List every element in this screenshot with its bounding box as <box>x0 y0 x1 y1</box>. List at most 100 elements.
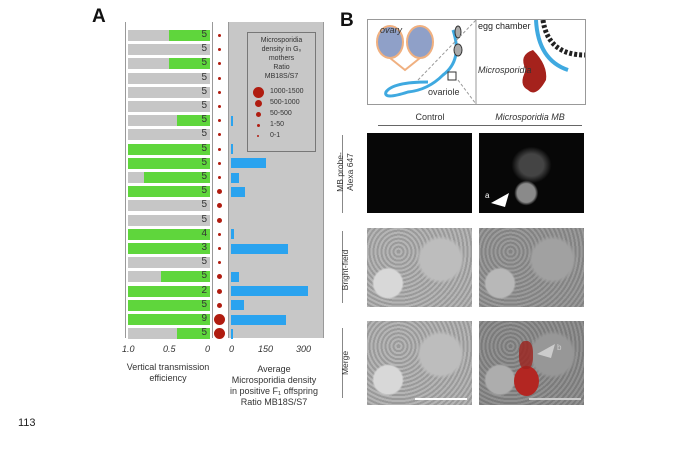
mother-density-dot <box>218 76 221 80</box>
mother-density-dot <box>218 161 221 165</box>
arrowhead-a-icon <box>491 193 509 207</box>
offspring-density-bar <box>231 144 233 155</box>
sample-size-label: 5 <box>201 327 207 339</box>
transmission-fill <box>128 314 210 325</box>
mother-density-dot <box>218 62 221 66</box>
sample-size-label: 5 <box>201 156 207 168</box>
label-line: Ratio MB18S/S7 <box>240 397 308 407</box>
ovary-schematic: ovary ovariole egg chamber Microsporidia <box>367 19 586 105</box>
legend-label: 1000-1500 <box>270 88 304 95</box>
tick-label: 0.5 <box>163 344 176 354</box>
ovary-illustration <box>376 20 585 104</box>
sample-size-label: 5 <box>201 57 207 69</box>
arrow-label-b: b <box>557 343 562 352</box>
transmission-fill <box>177 328 210 340</box>
sample-size-label: 5 <box>201 71 207 83</box>
tick-label: 150 <box>258 344 274 354</box>
sample-size-label: 5 <box>201 270 207 282</box>
legend-dot <box>254 99 262 107</box>
tick-label: 0 <box>205 344 211 354</box>
sample-size-label: 5 <box>201 114 207 126</box>
transmission-bar: 5 <box>128 128 210 141</box>
transmission-bar: 4 <box>128 228 210 240</box>
label-line: Microsporidia density <box>231 375 317 385</box>
sample-size-label: 5 <box>201 199 207 211</box>
control-merge-image <box>367 321 472 405</box>
mother-density-dot <box>217 302 222 308</box>
offspring-density-bar-chart <box>228 22 324 339</box>
legend-entry: 50-500 <box>248 109 315 119</box>
mother-density-dot <box>214 328 225 340</box>
panel-a-letter: A <box>92 6 106 27</box>
row-divider <box>342 135 343 213</box>
legend-entry: 0-1 <box>248 131 315 141</box>
legend-entry: 1-50 <box>248 120 315 130</box>
ovary-label: ovary <box>380 25 403 35</box>
mb-fluorescence-image: a <box>479 133 584 213</box>
offspring-density-bar <box>231 186 246 197</box>
transmission-fill <box>128 157 210 169</box>
legend-label: 500-1000 <box>270 99 300 106</box>
ovariole-label: ovariole <box>428 87 460 97</box>
sample-size-label: 5 <box>201 128 207 140</box>
transmission-bar-chart: 5 5 5 5 5 5 5 5 5 5 5 5 5 5 4 3 5 5 2 5 9 5 <box>125 22 213 340</box>
mother-density-dot <box>217 274 222 280</box>
offspring-density-bar <box>231 271 239 282</box>
transmission-bar: 5 <box>128 100 210 112</box>
row-divider <box>342 328 343 398</box>
sample-size-label: 5 <box>201 142 207 154</box>
mother-density-dot <box>217 288 222 294</box>
transmission-bar: 5 <box>128 327 210 340</box>
mother-density-dot <box>218 261 221 265</box>
mother-density-dot <box>218 90 221 94</box>
mother-density-dot <box>218 105 221 108</box>
legend-title-line: MB18S/S7 <box>264 73 299 80</box>
transmission-fill <box>169 58 210 70</box>
mother-density-dot <box>218 48 221 52</box>
transmission-fill <box>169 30 210 41</box>
column-header-microsporidia: Microsporidia MB <box>478 112 582 126</box>
transmission-bar: 5 <box>128 57 210 70</box>
transmission-bar: 5 <box>128 299 210 311</box>
transmission-bar: 5 <box>128 43 210 56</box>
legend-dot <box>252 86 264 98</box>
transmission-fill <box>177 115 210 127</box>
sample-size-label: 5 <box>201 185 207 197</box>
transmission-bar: 5 <box>128 213 210 226</box>
offspring-density-bar <box>231 300 245 311</box>
transmission-bar: 5 <box>128 29 210 41</box>
mother-density-dot <box>218 176 221 179</box>
scale-bar <box>529 398 581 400</box>
offspring-density-bar <box>231 328 233 339</box>
mother-density-dot <box>217 203 222 209</box>
line-number: 113 <box>18 417 36 429</box>
sample-size-label: 5 <box>201 85 207 97</box>
legend-label: 50-500 <box>270 110 292 117</box>
offspring-density-bar <box>231 172 239 183</box>
transmission-bar: 5 <box>128 185 210 198</box>
mother-density-dot <box>217 217 222 223</box>
right-axis-label: Average Microsporidia density in positiv… <box>216 364 332 408</box>
sample-size-label: 5 <box>201 213 207 225</box>
transmission-bar: 5 <box>128 71 210 84</box>
label-line: in positive F₁ offspring <box>230 386 318 396</box>
tick-label: 0 <box>229 344 235 354</box>
mother-density-dot <box>218 133 221 137</box>
mother-density-dot <box>218 247 221 250</box>
transmission-bar: 5 <box>128 256 210 269</box>
legend-entry: 500-1000 <box>248 98 315 108</box>
control-bright-field-image <box>367 228 472 307</box>
mb-merge-image: b <box>479 321 584 405</box>
scale-bar <box>415 398 467 400</box>
transmission-fill <box>128 285 210 297</box>
transmission-bar: 5 <box>128 199 210 212</box>
transmission-bar: 5 <box>128 142 210 155</box>
control-fluorescence-image <box>367 133 472 213</box>
legend-dot <box>255 111 261 117</box>
sample-size-label: 5 <box>201 29 207 40</box>
row-label-merge: Merge <box>340 350 350 376</box>
transmission-fill <box>128 299 210 311</box>
transmission-fill <box>144 172 210 183</box>
sample-size-label: 9 <box>201 313 207 324</box>
egg-chamber-label: egg chamber <box>478 21 531 31</box>
